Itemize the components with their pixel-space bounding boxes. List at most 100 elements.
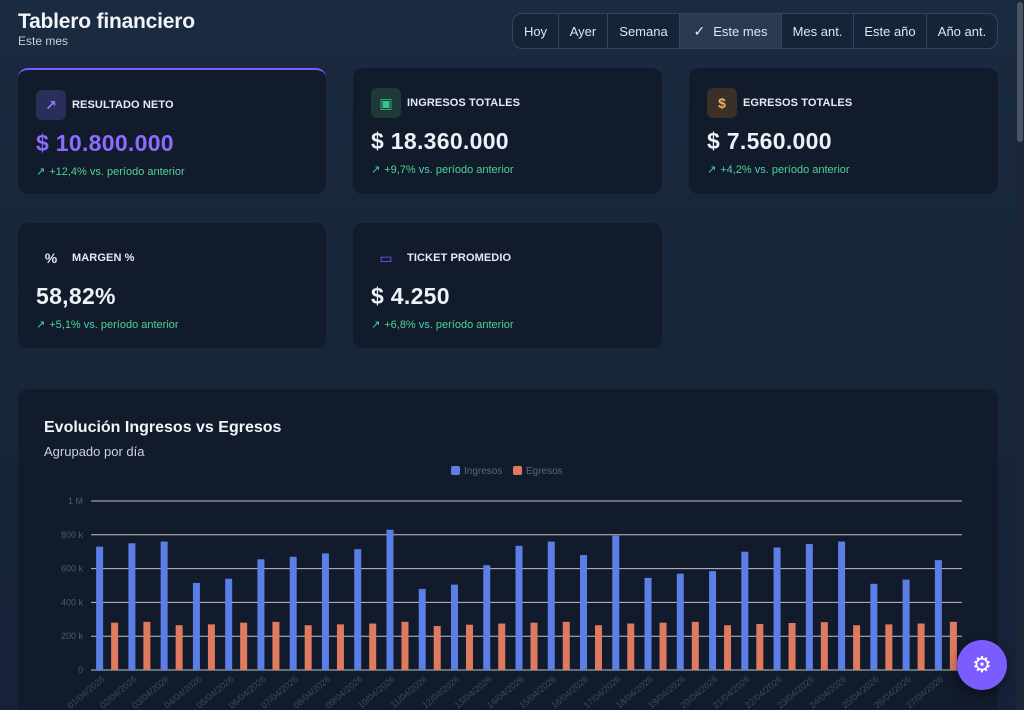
kpi-trend: ↗ +6,8% vs. período anterior (371, 318, 644, 332)
money-icon: ▣ (371, 88, 401, 118)
kpi-label: MARGEN % (72, 252, 135, 264)
trend-up-icon: ↗ (36, 319, 46, 331)
y-tick-label: 1 M (68, 496, 83, 506)
bar-egresos (498, 623, 506, 670)
page-subtitle: Este mes (18, 34, 69, 48)
range-label: Semana (619, 23, 668, 39)
trending-up-icon: ↗ (36, 90, 66, 120)
percent-icon: % (44, 250, 58, 266)
range-semana-button[interactable]: Semana (608, 14, 680, 48)
settings-fab-button[interactable]: ⚙ (957, 640, 1007, 690)
kpi-label: RESULTADO NETO (72, 99, 174, 111)
bar-ingresos (386, 529, 394, 670)
bar-egresos (240, 622, 248, 670)
bar-egresos (788, 623, 796, 670)
bar-ingresos (580, 555, 588, 670)
bar-egresos (627, 623, 635, 670)
kpi-value: $ 10.800.000 (36, 130, 174, 156)
bar-egresos (659, 622, 667, 670)
bar-ingresos (450, 584, 458, 670)
kpi-trend-text: +12,4% vs. período anterior (49, 165, 185, 178)
bar-ingresos (612, 535, 620, 670)
bar-egresos (369, 623, 377, 670)
page-header: Tablero financiero Este mes (18, 10, 195, 48)
bar-ingresos (934, 560, 942, 670)
bar-egresos (175, 625, 183, 670)
range-label: Este año (864, 23, 916, 39)
y-tick-label: 800 k (61, 530, 84, 540)
gear-icon: ⚙ (972, 652, 992, 677)
kpi-value: $ 4.250 (371, 283, 450, 309)
kpi-trend: ↗ +9,7% vs. período anterior (371, 163, 644, 177)
bar-ingresos (773, 547, 781, 670)
range-este-mes-button[interactable]: ✓ Este mes (680, 14, 782, 48)
bar-egresos (820, 622, 828, 670)
bar-ingresos (805, 544, 813, 670)
bar-ingresos (870, 583, 878, 670)
legend-label: Egresos (526, 466, 563, 477)
range-mes-ant-button[interactable]: Mes ant. (782, 14, 854, 48)
bar-ingresos (838, 541, 846, 670)
kpi-label: INGRESOS TOTALES (407, 97, 521, 109)
kpi-trend-text: +9,7% vs. período anterior (384, 163, 514, 176)
kpi-label: TICKET PROMEDIO (407, 252, 512, 264)
bar-egresos (562, 621, 570, 670)
bar-egresos (724, 625, 732, 670)
bar-ingresos (225, 578, 233, 670)
bar-ingresos (483, 565, 491, 670)
bar-ingresos (547, 541, 555, 670)
bar-egresos (111, 622, 119, 670)
chart-card: Evolución Ingresos vs Egresos Agrupado p… (18, 389, 998, 710)
bar-ingresos (160, 541, 168, 670)
range-label: Hoy (523, 23, 548, 39)
bar-ingresos (192, 582, 200, 670)
ticket-icon: ▭ (379, 249, 393, 266)
bar-egresos (143, 621, 151, 670)
chart-subtitle: Agrupado por día (44, 444, 145, 459)
range-ayer-button[interactable]: Ayer (559, 14, 608, 48)
range-label: Mes ant. (792, 23, 843, 39)
y-tick-label: 200 k (61, 631, 84, 641)
bar-ingresos (418, 588, 426, 670)
kpi-trend: ↗ +5,1% vs. período anterior (36, 318, 308, 332)
bar-ingresos (741, 551, 749, 670)
bar-egresos (595, 625, 603, 670)
bar-egresos (530, 622, 538, 670)
trend-up-icon: ↗ (371, 319, 381, 331)
bar-ingresos (676, 573, 684, 670)
trend-up-icon: ↗ (36, 166, 46, 178)
check-icon: ✓ (693, 22, 706, 39)
chart-title: Evolución Ingresos vs Egresos (44, 419, 282, 436)
bar-egresos (433, 626, 441, 670)
range-ano-ant-button[interactable]: Año ant. (927, 14, 997, 48)
legend-swatch (513, 466, 522, 475)
bar-ingresos (128, 543, 136, 670)
bar-egresos (917, 623, 925, 670)
bar-egresos (272, 621, 280, 670)
range-label: Este mes (713, 23, 768, 39)
bar-ingresos (644, 577, 652, 670)
bar-ingresos (354, 549, 362, 670)
range-este-ano-button[interactable]: Este año (854, 14, 927, 48)
trend-up-icon: ↗ (707, 164, 717, 176)
y-tick-label: 0 (78, 665, 83, 675)
kpi-trend-text: +4,2% vs. período anterior (720, 163, 850, 176)
receipt-icon: $ (707, 88, 737, 118)
bar-egresos (207, 624, 215, 670)
range-hoy-button[interactable]: Hoy (513, 14, 559, 48)
bar-ingresos (515, 545, 523, 670)
page-scrollbar[interactable] (1016, 0, 1024, 710)
range-label: Año ant. (937, 23, 987, 39)
legend-label: Ingresos (464, 466, 502, 477)
bar-ingresos (96, 546, 104, 670)
kpi-label: EGRESOS TOTALES (743, 97, 853, 109)
kpi-trend-text: +6,8% vs. período anterior (384, 318, 514, 331)
scrollbar-thumb[interactable] (1017, 2, 1023, 142)
bar-egresos (853, 625, 861, 670)
kpi-value: 58,82% (36, 283, 116, 309)
bar-ingresos (289, 556, 297, 670)
bar-egresos (885, 624, 893, 670)
bar-egresos (401, 621, 409, 670)
kpi-card-egresos-totales: $ EGRESOS TOTALES $ 7.560.000 ↗ +4,2% vs.… (689, 68, 998, 194)
